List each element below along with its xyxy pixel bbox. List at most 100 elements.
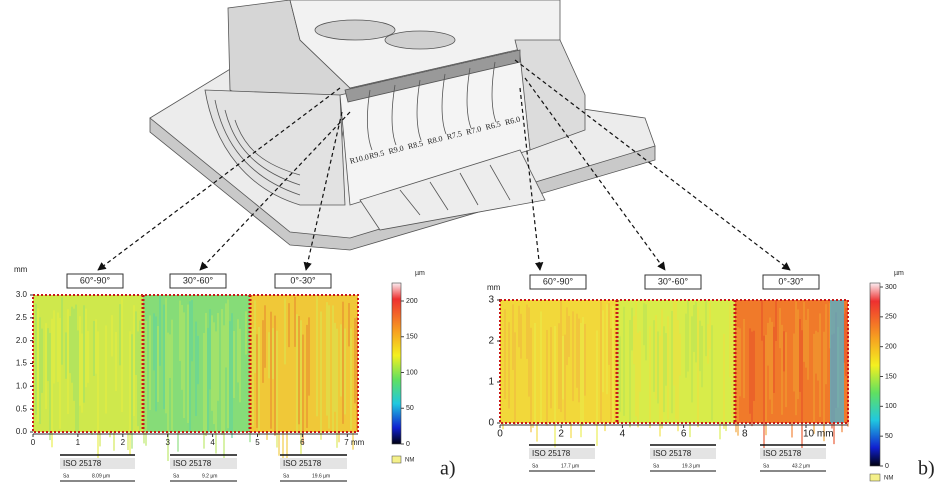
height-map-strip	[645, 304, 647, 360]
height-map-strip	[683, 315, 685, 359]
y-unit: mm	[487, 283, 501, 292]
height-map-strip	[245, 311, 247, 354]
height-map-strip	[187, 304, 189, 423]
y-tick-label: 1.5	[16, 359, 28, 368]
height-map-strip	[137, 331, 139, 426]
height-map-strip	[197, 336, 199, 384]
height-map-strip	[825, 304, 827, 384]
height-map-strip	[145, 321, 147, 446]
panels: mm3.02.52.01.51.00.50.001234567 mm60°-90…	[14, 265, 935, 481]
height-map-strip	[81, 334, 83, 413]
height-map-strip	[506, 335, 508, 421]
height-map-strip	[324, 321, 326, 403]
height-map-strip	[711, 325, 713, 420]
height-map-strip	[635, 301, 637, 416]
height-map-strip	[350, 328, 352, 429]
height-map-strip	[588, 331, 590, 378]
height-map-strip	[223, 325, 225, 458]
colorbar-tick-label: 100	[885, 403, 897, 410]
roughness-panel: mm32100246810 mm60°-90°ISO 25178Sa17.7 µ…	[487, 270, 935, 482]
height-map-strip	[627, 318, 629, 399]
height-map-strip	[787, 308, 789, 400]
height-map-strip	[85, 309, 87, 388]
height-map-strip	[827, 327, 829, 420]
x-tick-label: 6	[681, 429, 687, 440]
height-map-strip	[99, 332, 101, 446]
height-map-strip	[105, 325, 107, 413]
height-map-strip	[284, 298, 286, 364]
height-map-strip	[789, 311, 791, 405]
height-map-strip	[781, 325, 783, 415]
height-map-strip	[340, 324, 342, 396]
height-map-strip	[65, 332, 67, 378]
height-map-strip	[258, 327, 260, 435]
height-map-strip	[546, 330, 548, 426]
height-map-strip	[41, 329, 43, 393]
height-map-strip	[821, 335, 823, 375]
height-map-strip	[205, 313, 207, 436]
height-map-strip	[625, 337, 627, 421]
height-map-strip	[703, 311, 705, 382]
height-map-strip	[109, 310, 111, 437]
param-value: 19.6 µm	[312, 473, 330, 479]
height-map-strip	[737, 327, 739, 435]
height-map-strip	[276, 331, 278, 448]
height-map-strip	[560, 301, 562, 412]
height-map-strip	[596, 330, 598, 445]
height-map-strip	[500, 314, 502, 394]
height-map-strip	[201, 312, 203, 362]
height-map-strip	[562, 336, 564, 399]
height-map-strip	[524, 331, 526, 392]
standard-label: ISO 25178	[63, 459, 102, 468]
height-map-strip	[763, 336, 765, 449]
height-map-strip	[671, 311, 673, 413]
height-map-strip	[548, 335, 550, 398]
height-map-strip	[252, 328, 254, 426]
param-label: Sa	[532, 463, 538, 469]
part-model	[150, 0, 655, 250]
height-map-strip	[97, 331, 99, 458]
height-map-strip	[332, 305, 334, 431]
height-map-strip	[791, 321, 793, 438]
height-map-strip	[69, 316, 71, 373]
colorbar-tick-label: 0	[406, 441, 410, 448]
height-map-strip	[647, 324, 649, 382]
height-map-strip	[73, 309, 75, 401]
height-map-strip	[516, 313, 518, 384]
y-tick-label: 3.0	[16, 290, 28, 299]
height-map-strip	[121, 297, 123, 412]
height-map-strip	[35, 304, 37, 415]
height-map-strip	[159, 296, 161, 366]
param-label: Sa	[653, 463, 659, 469]
x-tick-label: 1	[76, 438, 81, 447]
height-map-strip	[721, 319, 723, 410]
height-map-strip	[534, 323, 536, 423]
height-map-strip	[93, 321, 95, 376]
height-map-strip	[308, 317, 310, 395]
height-map-strip	[677, 320, 679, 431]
height-map-strip	[572, 311, 574, 401]
height-map-strip	[608, 303, 610, 365]
height-map-strip	[207, 328, 209, 433]
standard-label: ISO 25178	[173, 459, 212, 468]
height-map-strip	[270, 312, 272, 429]
height-map-strip	[727, 314, 729, 389]
height-map-strip	[651, 332, 653, 384]
height-map-strip	[155, 316, 157, 411]
height-map-strip	[604, 326, 606, 431]
height-map-strip	[673, 301, 675, 385]
colorbar-tick-label: 50	[885, 433, 893, 440]
x-tick-label: 4	[210, 438, 215, 447]
height-map-strip	[558, 323, 560, 409]
height-map-strip	[775, 301, 777, 341]
height-map-strip	[338, 335, 340, 442]
height-map-strip	[552, 326, 554, 422]
height-map-strip	[173, 297, 175, 351]
height-map-strip	[542, 327, 544, 411]
height-map-strip	[566, 307, 568, 365]
height-map-strip	[520, 314, 522, 359]
height-map-strip	[171, 320, 173, 431]
height-map-strip	[590, 325, 592, 381]
height-map-strip	[795, 301, 797, 415]
height-map-strip	[679, 334, 681, 376]
